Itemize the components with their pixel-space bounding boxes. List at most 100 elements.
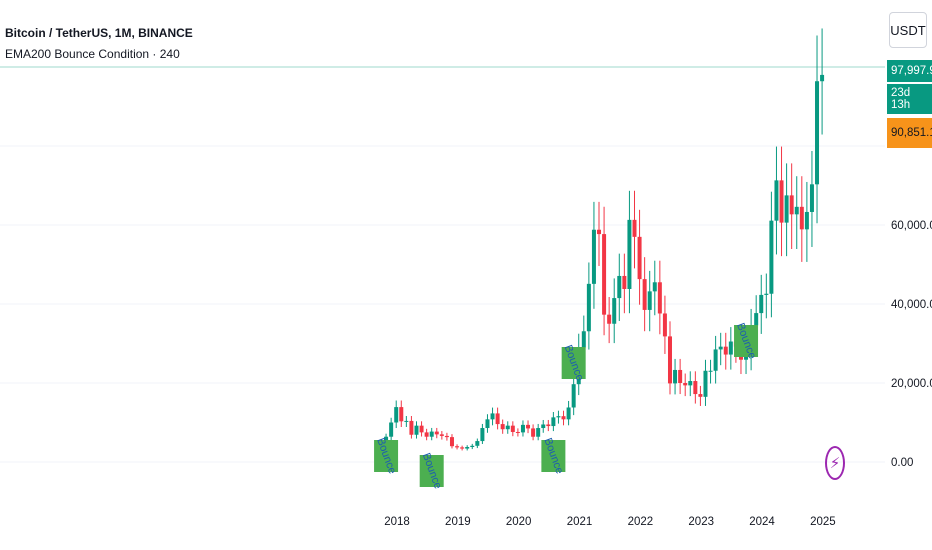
candle-body <box>465 446 470 449</box>
candle-body <box>759 294 764 314</box>
bounce-label-box <box>561 347 586 379</box>
candle-body <box>551 417 556 427</box>
bounce-label: Bounce <box>734 321 759 361</box>
countdown-tag: 23d 13h <box>887 84 932 114</box>
y-tick-label: 60,000.00 <box>891 220 932 232</box>
candle-body <box>769 220 774 294</box>
candle-body <box>637 236 642 280</box>
candle-body <box>673 369 678 384</box>
candle-body <box>586 283 591 332</box>
candle-body <box>561 416 566 420</box>
x-tick-label: 2022 <box>628 516 654 528</box>
candle-body <box>510 425 515 432</box>
candle-body <box>667 336 672 384</box>
ema-price-tag: 90,851.18 <box>887 118 932 148</box>
bounce-label-box <box>541 440 566 472</box>
x-tick-label: 2024 <box>749 516 775 528</box>
candle-body <box>764 293 769 295</box>
candle-body <box>531 428 536 437</box>
candle-body <box>789 195 794 215</box>
x-tick-label: 2020 <box>506 516 532 528</box>
currency-button[interactable]: USDT <box>889 12 927 48</box>
candle-body <box>389 422 394 437</box>
candle-body <box>652 282 657 292</box>
candle-body <box>444 435 449 438</box>
candle-body <box>698 394 703 397</box>
y-tick-label: 0.00 <box>891 457 913 469</box>
candle-body <box>515 431 520 433</box>
candle-body <box>485 419 490 429</box>
candle-body <box>703 370 708 397</box>
candle-body <box>612 298 617 324</box>
x-tick-label: 2023 <box>688 516 714 528</box>
candle-body <box>399 407 404 422</box>
candle-body <box>404 420 409 422</box>
candle-body <box>632 219 637 237</box>
candle-body <box>470 445 475 447</box>
candle-body <box>414 425 419 435</box>
bounce-label: Bounce <box>374 436 399 476</box>
candle-body <box>815 81 820 185</box>
candle-body <box>480 428 485 442</box>
candle-body <box>678 369 683 383</box>
bounce-label-box <box>374 440 399 472</box>
candle-body <box>708 370 713 372</box>
candle-body <box>591 229 596 284</box>
candle-body <box>526 424 531 429</box>
candle-body <box>449 437 454 447</box>
candle-body <box>566 407 571 420</box>
candle-body <box>688 381 693 386</box>
lightning-bolt-icon[interactable]: ⚡ <box>825 446 845 480</box>
y-tick-label: 20,000.00 <box>891 378 932 390</box>
candle-body <box>754 313 759 326</box>
candle-body <box>617 275 622 299</box>
x-tick-label: 2019 <box>445 516 471 528</box>
candle-body <box>424 432 429 437</box>
candle-body <box>490 413 495 420</box>
candle-body <box>642 279 647 310</box>
last-price-tag: 97,997.98 <box>887 60 932 82</box>
candle-body <box>455 446 460 448</box>
candle-body <box>627 219 632 289</box>
bounce-label-box <box>734 325 759 357</box>
candle-body <box>820 74 825 82</box>
symbol-title[interactable]: Bitcoin / TetherUS, 1M, BINANCE <box>5 26 193 40</box>
candle-body <box>556 416 561 418</box>
candle-body <box>419 425 424 433</box>
y-tick-label: 40,000.00 <box>891 299 932 311</box>
candle-body <box>799 206 804 230</box>
bounce-label: Bounce <box>541 436 566 476</box>
candle-body <box>409 420 414 435</box>
x-tick-label: 2025 <box>810 516 836 528</box>
candle-body <box>505 425 510 430</box>
candle-body <box>434 431 439 435</box>
candle-body <box>784 195 789 223</box>
candle-body <box>602 234 607 315</box>
candle-body <box>520 424 525 433</box>
chart-legend: Bitcoin / TetherUS, 1M, BINANCE EMA200 B… <box>5 26 193 61</box>
candle-body <box>495 413 500 425</box>
indicator-title[interactable]: EMA200 Bounce Condition · 240 <box>5 47 180 61</box>
candle-body <box>713 349 718 371</box>
candle-body <box>571 384 576 408</box>
candle-body <box>718 346 723 350</box>
candle-body <box>693 381 698 395</box>
candle-body <box>804 211 809 230</box>
candle-body <box>728 341 733 355</box>
candle-body <box>809 184 814 212</box>
candle-body <box>723 346 728 355</box>
candle-body <box>460 447 465 449</box>
x-tick-label: 2021 <box>567 516 593 528</box>
candle-body <box>475 441 480 446</box>
candle-body <box>622 275 627 289</box>
candle-body <box>779 180 784 223</box>
candle-body <box>647 291 652 310</box>
candle-body <box>546 424 551 427</box>
candle-body <box>657 282 662 314</box>
candle-body <box>541 424 546 429</box>
bounce-label-box <box>419 455 444 487</box>
candle-body <box>794 206 799 215</box>
bounce-label: Bounce <box>561 343 586 383</box>
candle-body <box>394 407 399 423</box>
